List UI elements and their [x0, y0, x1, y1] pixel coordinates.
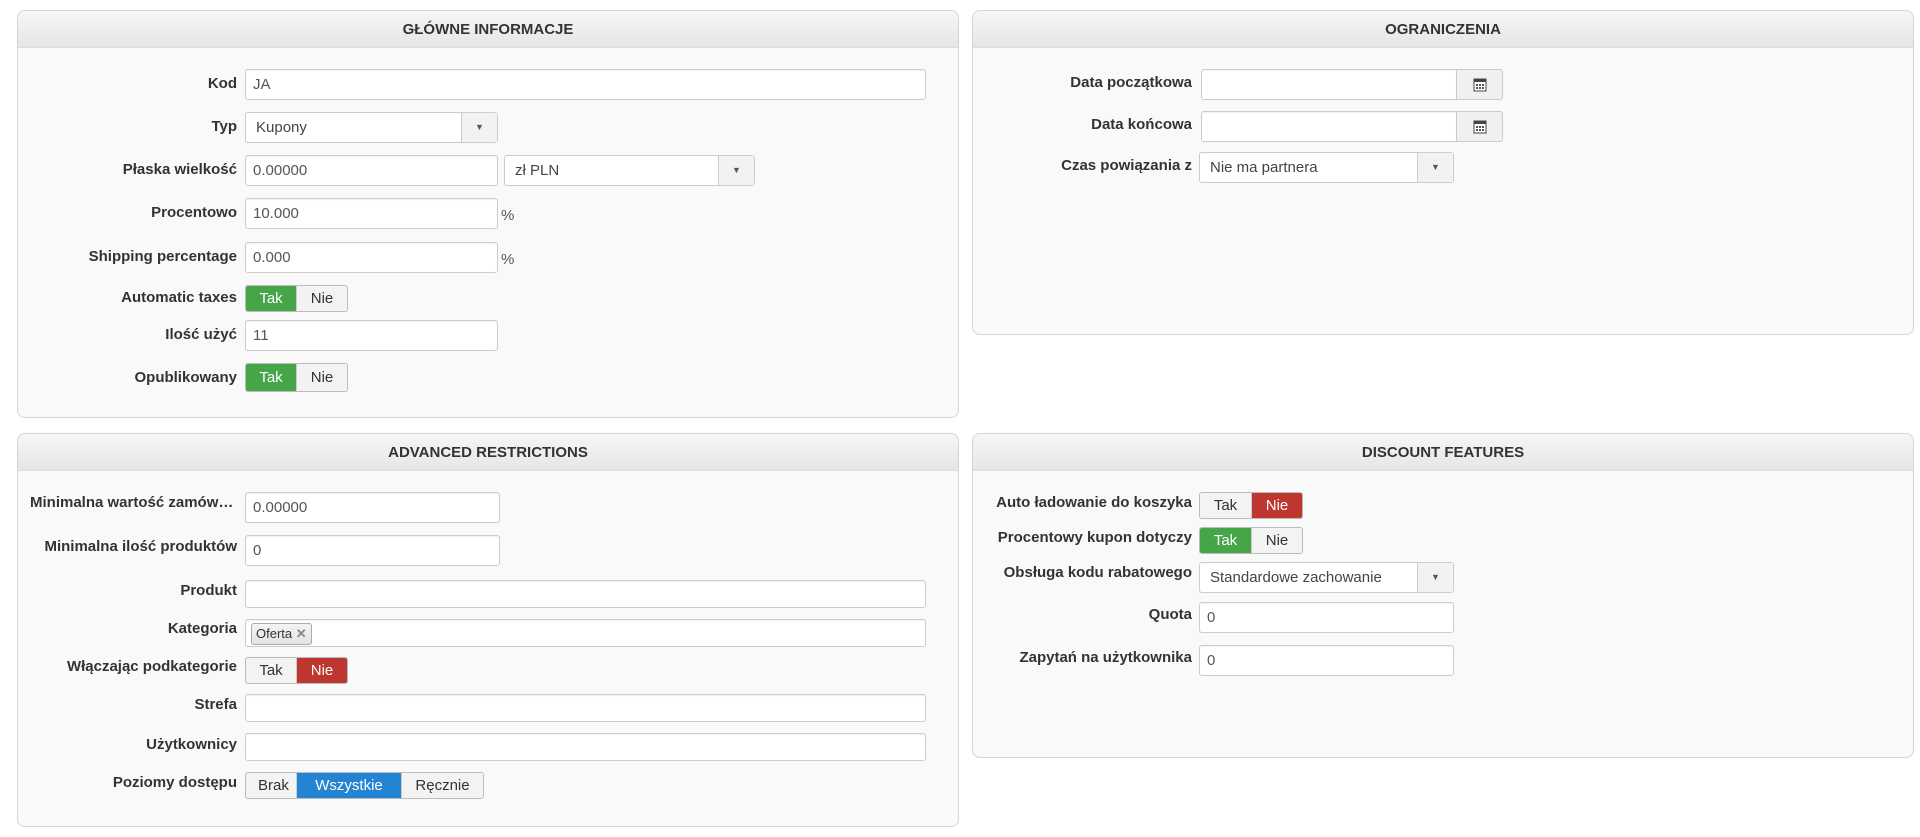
- typ-label: Typ: [211, 118, 237, 135]
- access-manual[interactable]: Ręcznie: [402, 773, 483, 798]
- chevron-down-icon: ▼: [718, 156, 754, 185]
- restrictions-panel: OGRANICZENIA Data początkowa Data końcow…: [972, 10, 1914, 335]
- percent-input[interactable]: 10.000: [245, 198, 498, 229]
- subcat-toggle: Tak Nie: [245, 657, 348, 684]
- chevron-down-icon: ▼: [1417, 153, 1453, 182]
- flat-input[interactable]: 0.00000: [245, 155, 498, 186]
- panel-title: ADVANCED RESTRICTIONS: [18, 434, 958, 471]
- shipping-label: Shipping percentage: [88, 248, 237, 265]
- calendar-icon[interactable]: [1456, 69, 1503, 100]
- code-handling-label: Obsługa kodu rabatowego: [1003, 564, 1192, 581]
- published-label: Opublikowany: [134, 369, 237, 386]
- category-tag-label: Oferta: [256, 626, 293, 641]
- auto-taxes-toggle: Tak Nie: [245, 285, 348, 312]
- access-none[interactable]: Brak: [246, 773, 297, 798]
- kod-input[interactable]: JA: [245, 69, 926, 100]
- zone-input[interactable]: [245, 694, 926, 722]
- subcat-no[interactable]: Nie: [297, 658, 347, 683]
- percent-coupon-toggle: Tak Nie: [1199, 527, 1303, 554]
- auto-taxes-label: Automatic taxes: [121, 289, 237, 306]
- main-info-panel: GŁÓWNE INFORMACJE Kod JA Typ Kupony ▼ Pła…: [17, 10, 959, 418]
- users-label: Użytkownicy: [146, 736, 237, 753]
- autoload-yes[interactable]: Tak: [1200, 493, 1252, 518]
- currency-select[interactable]: zł PLN ▼: [504, 155, 755, 186]
- min-order-label: Minimalna wartość zamówienia: [30, 494, 237, 511]
- chevron-down-icon: ▼: [1417, 563, 1453, 592]
- autoload-no[interactable]: Nie: [1252, 493, 1302, 518]
- panel-title: GŁÓWNE INFORMACJE: [18, 11, 958, 48]
- flat-label: Płaska wielkość: [122, 161, 237, 178]
- code-handling-value: Standardowe zachowanie: [1210, 569, 1382, 586]
- access-all[interactable]: Wszystkie: [297, 773, 402, 798]
- partner-value: Nie ma partnera: [1210, 159, 1318, 176]
- partner-label: Czas powiązania z: [1061, 157, 1192, 174]
- panel-title: OGRANICZENIA: [973, 11, 1913, 48]
- min-products-input[interactable]: 0: [245, 535, 500, 566]
- published-toggle: Tak Nie: [245, 363, 348, 392]
- percent-label: Procentowo: [151, 204, 237, 221]
- uses-label: Ilość użyć: [165, 326, 237, 343]
- advanced-restrictions-panel: ADVANCED RESTRICTIONS Minimalna wartość …: [17, 433, 959, 827]
- quota-input[interactable]: 0: [1199, 602, 1454, 633]
- zone-label: Strefa: [194, 696, 237, 713]
- published-yes[interactable]: Tak: [246, 364, 297, 391]
- access-label: Poziomy dostępu: [112, 774, 237, 791]
- partner-select[interactable]: Nie ma partnera ▼: [1199, 152, 1454, 183]
- currency-value: zł PLN: [515, 162, 560, 179]
- auto-taxes-yes[interactable]: Tak: [246, 286, 297, 311]
- start-date-label: Data początkowa: [1070, 74, 1192, 91]
- min-order-input[interactable]: 0.00000: [245, 492, 500, 523]
- shipping-input[interactable]: 0.000: [245, 242, 498, 273]
- subcat-yes[interactable]: Tak: [246, 658, 297, 683]
- start-date-input[interactable]: [1201, 69, 1457, 100]
- category-label: Kategoria: [167, 620, 237, 637]
- typ-select[interactable]: Kupony ▼: [245, 112, 498, 143]
- percent-coupon-no[interactable]: Nie: [1252, 528, 1302, 553]
- percent-coupon-yes[interactable]: Tak: [1200, 528, 1252, 553]
- discount-features-panel: DISCOUNT FEATURES Auto ładowanie do kosz…: [972, 433, 1914, 758]
- access-levels-group: Brak Wszystkie Ręcznie: [245, 772, 484, 799]
- quota-label: Quota: [1148, 606, 1192, 623]
- remove-tag-icon[interactable]: ✕: [295, 626, 307, 641]
- panel-title: DISCOUNT FEATURES: [973, 434, 1913, 471]
- auto-taxes-no[interactable]: Nie: [297, 286, 347, 311]
- typ-value: Kupony: [256, 119, 307, 136]
- product-input[interactable]: [245, 580, 926, 608]
- min-products-label: Minimalna ilość produktów: [44, 538, 237, 555]
- per-user-input[interactable]: 0: [1199, 645, 1454, 676]
- percent-unit: %: [501, 207, 515, 224]
- shipping-unit: %: [501, 251, 515, 268]
- published-no[interactable]: Nie: [297, 364, 347, 391]
- category-tag: Oferta ✕: [251, 623, 312, 645]
- uses-input[interactable]: 11: [245, 320, 498, 351]
- category-input[interactable]: Oferta ✕: [245, 619, 926, 647]
- kod-label: Kod: [207, 75, 237, 92]
- percent-coupon-label: Procentowy kupon dotyczy: [997, 529, 1192, 546]
- subcat-label: Włączając podkategorie: [66, 658, 237, 675]
- autoload-label: Auto ładowanie do koszyka: [996, 494, 1192, 511]
- users-input[interactable]: [245, 733, 926, 761]
- per-user-label: Zapytań na użytkownika: [1019, 649, 1192, 666]
- calendar-icon[interactable]: [1456, 111, 1503, 142]
- end-date-label: Data końcowa: [1091, 116, 1192, 133]
- end-date-input[interactable]: [1201, 111, 1457, 142]
- code-handling-select[interactable]: Standardowe zachowanie ▼: [1199, 562, 1454, 593]
- product-label: Produkt: [180, 582, 237, 599]
- autoload-toggle: Tak Nie: [1199, 492, 1303, 519]
- chevron-down-icon: ▼: [461, 113, 497, 142]
